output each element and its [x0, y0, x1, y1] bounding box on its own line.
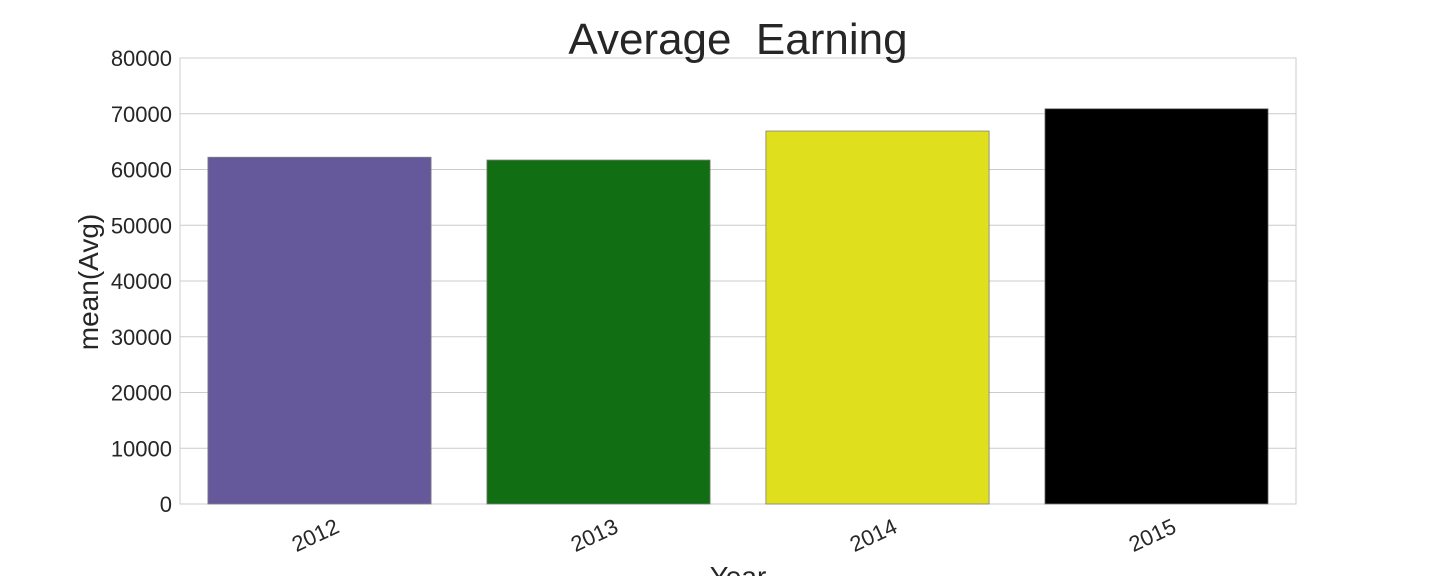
- y-tick-label: 50000: [111, 213, 172, 238]
- y-tick-labels: 0 10000 20000 30000 40000 50000 60000 70000 8000…: [111, 46, 172, 517]
- bar-2013: [486, 159, 711, 505]
- plot-frame: [179, 57, 1297, 505]
- y-tick-label: 30000: [111, 325, 172, 350]
- bar-2014: [765, 130, 990, 505]
- x-tick-label: 2012: [288, 514, 343, 557]
- bar-2015: [1044, 108, 1269, 505]
- y-tick-label: 20000: [111, 381, 172, 406]
- y-tick-label: 80000: [111, 46, 172, 71]
- x-tick-label: 2015: [1125, 514, 1180, 557]
- bar-2012: [207, 156, 432, 505]
- x-tick-labels: 2012 2013 2014 2015: [288, 514, 1180, 557]
- chart-title: Average Earning: [568, 15, 907, 64]
- y-tick-label: 10000: [111, 436, 172, 461]
- bars: [207, 108, 1269, 505]
- y-tick-label: 60000: [111, 158, 172, 183]
- x-tick-label: 2013: [567, 514, 622, 557]
- y-axis-label: mean(Avg): [73, 214, 104, 350]
- y-tick-label: 40000: [111, 269, 172, 294]
- x-tick-label: 2014: [846, 514, 901, 557]
- x-axis-label: Year: [710, 561, 767, 576]
- y-tick-label: 0: [160, 492, 172, 517]
- y-tick-label: 70000: [111, 102, 172, 127]
